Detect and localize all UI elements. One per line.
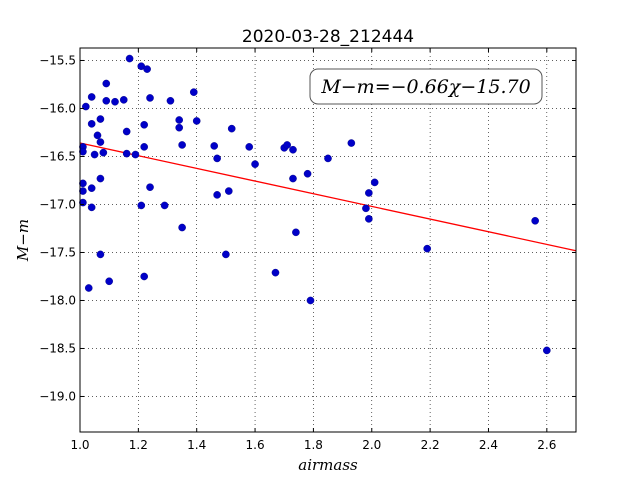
y-tick-label: −15.5 [39, 53, 76, 67]
fit-annotation: M−m=−0.66χ−15.70 [309, 68, 543, 105]
y-tick-label: −17.5 [39, 245, 76, 259]
data-point [303, 169, 312, 178]
data-point [79, 179, 87, 188]
data-point [160, 201, 169, 210]
data-point [189, 88, 198, 96]
data-point [423, 244, 432, 253]
data-point [365, 189, 373, 197]
y-tick-label: −16.0 [39, 101, 76, 115]
data-point [102, 79, 111, 88]
x-tick-label: 2.6 [537, 438, 556, 452]
fit-line [79, 142, 577, 252]
data-point [90, 150, 99, 159]
data-point [175, 116, 183, 124]
data-point [213, 154, 221, 163]
data-point [543, 346, 551, 355]
data-point [347, 139, 356, 147]
data-point [87, 203, 96, 212]
data-point [245, 143, 254, 151]
y-axis-label: M−m [14, 219, 32, 262]
data-point [289, 145, 297, 154]
data-point [96, 138, 105, 146]
x-tick-label: 1.8 [304, 438, 323, 452]
data-point [131, 150, 140, 159]
data-point [227, 124, 236, 133]
data-point [531, 216, 539, 225]
data-point [79, 147, 87, 156]
chart-title: 2020-03-28_212444 [242, 27, 414, 47]
data-point [140, 143, 148, 151]
data-point [96, 115, 105, 123]
data-point [137, 201, 146, 210]
x-tick-label: 1.4 [187, 438, 206, 452]
data-point [146, 183, 154, 191]
data-point [140, 272, 148, 281]
data-point [84, 284, 93, 292]
data-point [213, 191, 221, 199]
data-point [324, 154, 332, 163]
data-point [292, 228, 300, 237]
data-point [122, 127, 131, 136]
data-point [105, 277, 113, 286]
data-point [362, 204, 370, 213]
data-point [93, 131, 102, 140]
x-tick-label: 2.4 [479, 438, 498, 452]
data-point [224, 187, 233, 195]
y-tick-label: −19.0 [39, 389, 76, 403]
data-point [146, 94, 154, 102]
data-point [82, 102, 90, 111]
y-tick-label: −16.5 [39, 149, 76, 163]
data-point [178, 141, 186, 149]
data-point [289, 174, 297, 183]
data-point [111, 97, 119, 106]
plot-frame [79, 47, 577, 433]
data-point [140, 121, 148, 129]
data-point [122, 149, 131, 158]
data-point [222, 250, 230, 259]
x-tick-label: 1.6 [246, 438, 265, 452]
data-point [271, 268, 280, 277]
y-tick-label: −18.5 [39, 341, 76, 355]
x-axis-label: airmass [298, 456, 358, 474]
y-tick-label: −18.0 [39, 293, 76, 307]
annotation-text: M−m=−0.66χ−15.70 [320, 76, 530, 98]
data-point [192, 117, 201, 125]
x-tick-label: 1.0 [70, 438, 89, 452]
data-point [96, 250, 105, 259]
data-point [119, 96, 128, 104]
data-point [87, 184, 96, 192]
data-point [87, 93, 96, 101]
x-tick-label: 2.2 [421, 438, 440, 452]
data-point [251, 160, 259, 168]
data-point [210, 142, 219, 150]
data-point [175, 123, 183, 132]
data-point [370, 178, 379, 187]
data-point [102, 97, 111, 105]
tick-layer: 1.0 1.2 1.4 1.6 1.8 2.0 2.2 2.4 2.6 −15.5 −16.0 −16… [39, 48, 576, 452]
y-tick-label: −17.0 [39, 197, 76, 211]
point-layer [79, 54, 551, 355]
data-point [178, 223, 186, 232]
data-point [283, 141, 291, 149]
x-tick-label: 1.2 [129, 438, 148, 452]
data-point [306, 296, 315, 305]
annotation-box [309, 68, 543, 105]
data-point [125, 54, 134, 63]
x-tick-label: 2.0 [362, 438, 381, 452]
data-point [87, 120, 96, 128]
data-point [96, 174, 105, 183]
data-point [365, 215, 373, 223]
data-point [79, 187, 87, 195]
data-point [143, 65, 151, 73]
fit-layer [79, 142, 577, 252]
data-point [166, 97, 175, 105]
data-point [99, 148, 108, 157]
